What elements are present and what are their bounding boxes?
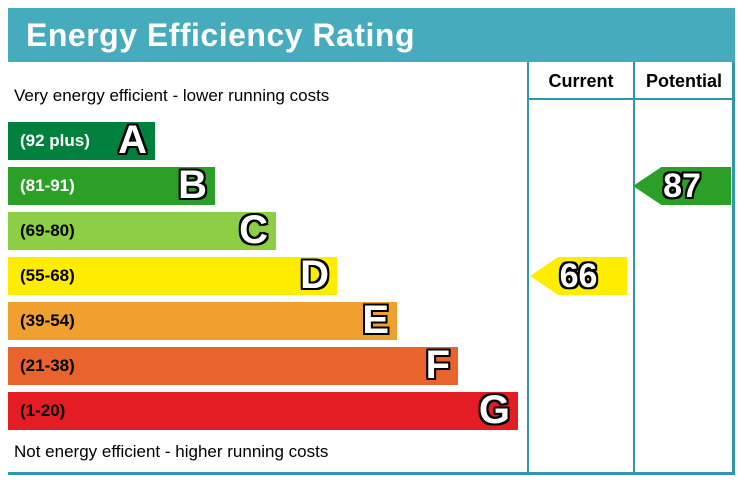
band-range-label: (21-38) [20, 356, 75, 375]
chart-title: Energy Efficiency Rating [26, 16, 415, 53]
potential-column-divider [633, 62, 635, 472]
band-range-label: (92 plus) [20, 131, 90, 150]
band-letter: F [425, 343, 450, 387]
current-rating-marker: 66 [530, 257, 627, 295]
band-range-label: (1-20) [20, 401, 66, 420]
bottom-caption: Not energy efficient - higher running co… [14, 442, 329, 461]
band-range-label: (81-91) [20, 176, 75, 195]
current-rating-value: 66 [559, 256, 598, 295]
band-letter: C [239, 208, 268, 252]
band-range-label: (69-80) [20, 221, 75, 240]
potential-rating-marker: 87 [633, 167, 731, 205]
current-column-divider [527, 62, 529, 472]
chart-box: Current Potential Very energy efficient … [8, 62, 735, 475]
band-range-label: (39-54) [20, 311, 75, 330]
column-header-underline [527, 98, 732, 100]
potential-rating-value: 87 [663, 166, 701, 205]
band-range-label: (55-68) [20, 266, 75, 285]
top-caption: Very energy efficient - lower running co… [14, 86, 330, 105]
band-row-C: (69-80) C [8, 208, 276, 252]
band-row-G: (1-20) G [8, 388, 518, 432]
band-letter: A [118, 118, 147, 162]
band-row-D: (55-68) D [8, 253, 337, 297]
band-row-E: (39-54) E [8, 298, 397, 342]
chart-title-bar: Energy Efficiency Rating [8, 8, 735, 62]
band-row-F: (21-38) F [8, 343, 458, 387]
current-column-header: Current [548, 71, 614, 91]
band-letter: E [362, 298, 389, 342]
band-letter: B [178, 163, 207, 207]
band-row-B: (81-91) B [8, 163, 215, 207]
band-letter: D [300, 253, 329, 297]
band-row-A: (92 plus) A [8, 118, 155, 162]
band-letter: G [478, 388, 510, 432]
potential-column-header: Potential [645, 71, 722, 91]
